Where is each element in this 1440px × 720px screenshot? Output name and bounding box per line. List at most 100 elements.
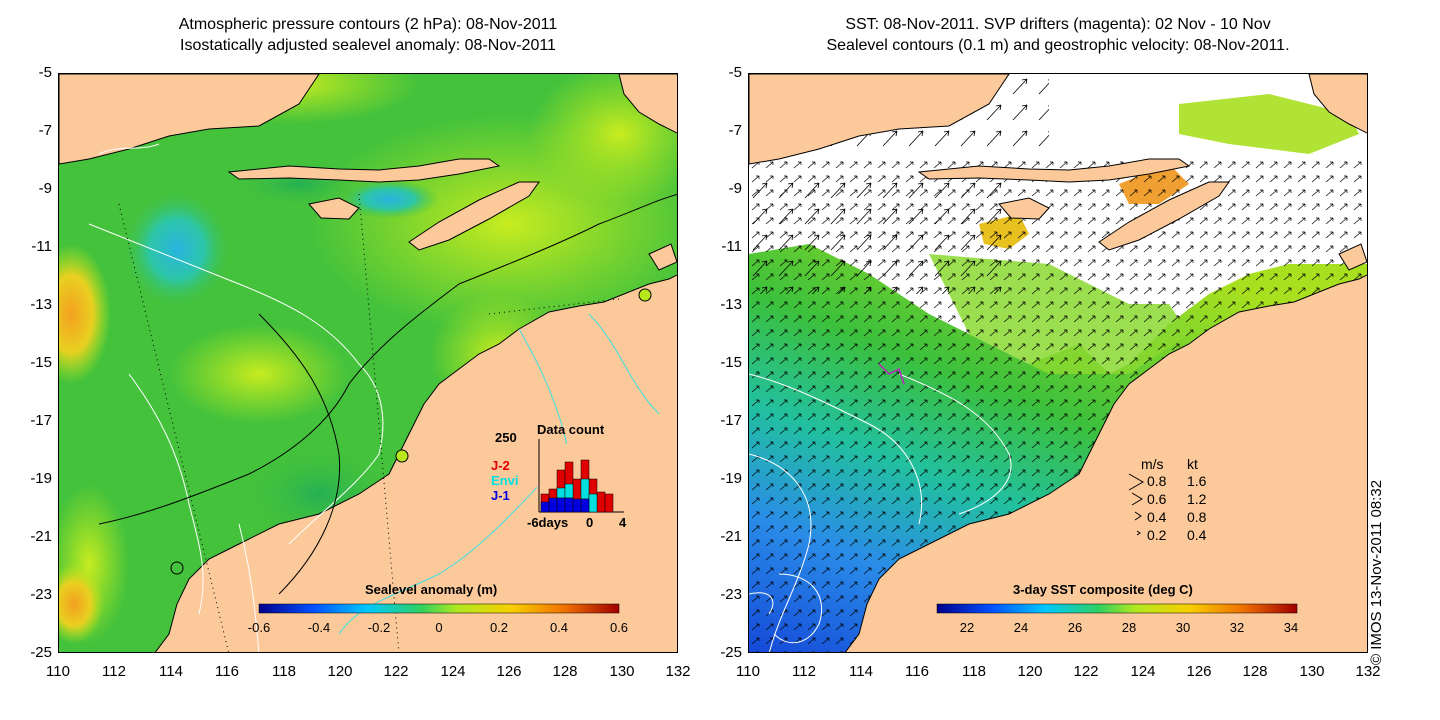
sst-colorbar-tick: 34 xyxy=(1283,620,1299,635)
right-y-tick: -19 xyxy=(720,470,742,487)
left-y-tick: -9 xyxy=(38,180,52,197)
left-x-tick: 128 xyxy=(552,663,578,680)
depth-contour xyxy=(258,313,341,595)
copyright-notice: © IMOS 13-Nov-2011 08:32 xyxy=(1368,479,1385,665)
inset-bar xyxy=(556,487,566,499)
inset-bar xyxy=(556,497,566,513)
sealevel-colorbar-label: Sealevel anomaly (m) xyxy=(365,582,498,597)
lesser-sunda-islands xyxy=(917,158,1191,183)
left-y-tick: -21 xyxy=(30,528,52,545)
anomaly-patch xyxy=(169,324,349,424)
velocity-legend-ms: 0.6 xyxy=(1147,491,1167,507)
right-y-tick: -11 xyxy=(721,238,742,255)
inset-bar xyxy=(564,497,574,513)
right-y-tick: -23 xyxy=(720,586,742,603)
pressure-contour xyxy=(88,223,384,545)
velocity-legend-arrow xyxy=(1134,511,1142,521)
series-envi-label: Envi xyxy=(491,473,519,488)
velocity-legend-kt: 0.8 xyxy=(1187,509,1207,525)
pressure-contour xyxy=(98,143,160,155)
sealevel-colorbar xyxy=(258,603,620,614)
right-y-tick: -15 xyxy=(720,354,742,371)
left-x-tick: 132 xyxy=(665,663,691,680)
velocity-legend-header-ms: m/s xyxy=(1141,456,1164,472)
left-x-tick: 122 xyxy=(383,663,409,680)
right-y-tick: -13 xyxy=(720,296,742,313)
sst-colorbar-tick: 22 xyxy=(959,620,975,635)
data-count-inset xyxy=(537,439,627,513)
pressure-contour xyxy=(238,523,260,652)
inset-x-start: -6days xyxy=(527,515,569,530)
left-y-tick: -25 xyxy=(30,644,52,661)
left-y-tick: -11 xyxy=(31,238,52,255)
left-y-tick: -7 xyxy=(38,122,52,139)
sumba-island xyxy=(998,197,1050,220)
sst-colorbar xyxy=(936,603,1298,614)
svp-drifter-track xyxy=(878,363,905,385)
left-x-tick: 130 xyxy=(609,663,635,680)
sst-map-svg xyxy=(749,74,1367,652)
sealevel-colorbar-tick: -0.6 xyxy=(247,620,271,635)
inset-bar xyxy=(540,501,550,513)
left-x-tick: 114 xyxy=(159,663,183,680)
banda-islands xyxy=(618,74,677,134)
right-x-tick: 118 xyxy=(962,663,986,680)
sealevel-anomaly-map-svg xyxy=(59,74,677,652)
right-title-line1: SST: 08-Nov-2011. SVP drifters (magenta)… xyxy=(845,16,1271,33)
coastal-contour xyxy=(588,313,660,415)
velocity-legend-arrow xyxy=(1131,492,1143,506)
left-y-tick: -5 xyxy=(38,64,52,81)
sealevel-contour xyxy=(898,373,1012,515)
velocity-legend-ms: 0.8 xyxy=(1147,473,1167,489)
left-x-tick: 126 xyxy=(496,663,522,680)
inset-bar xyxy=(564,483,574,499)
java-land xyxy=(749,74,1010,165)
right-y-tick: -21 xyxy=(720,528,742,545)
left-y-tick: -15 xyxy=(30,354,52,371)
inset-bar xyxy=(572,498,582,513)
depth-contour xyxy=(98,283,460,525)
left-x-tick: 112 xyxy=(102,663,126,680)
left-y-tick: -13 xyxy=(30,296,52,313)
sealevel-contour xyxy=(749,592,774,615)
velocity-legend-kt: 0.4 xyxy=(1187,527,1207,543)
sealevel-colorbar-tick: -0.4 xyxy=(307,620,331,635)
depth-contour xyxy=(458,194,677,285)
right-y-tick: -5 xyxy=(728,64,742,81)
right-x-tick: 116 xyxy=(905,663,929,680)
sealevel-anomaly-map: Sealevel anomaly (m) -0.6 -0.4 -0.2 0 0.… xyxy=(58,73,678,653)
sealevel-colorbar-tick: 0.4 xyxy=(549,620,569,635)
anomaly-patch xyxy=(59,244,111,384)
altimeter-track xyxy=(358,193,400,652)
left-y-tick: -23 xyxy=(30,586,52,603)
anomaly-patch xyxy=(59,564,104,644)
sealevel-colorbar-tick: -0.2 xyxy=(367,620,391,635)
inset-bar xyxy=(604,493,614,513)
sst-colorbar-tick: 26 xyxy=(1067,620,1083,635)
left-title-line2: Isostatically adjusted sealevel anomaly:… xyxy=(180,37,556,54)
sealevel-colorbar-tick: 0.2 xyxy=(489,620,509,635)
tide-gauge-marker xyxy=(638,288,652,302)
sst-colorbar-tick: 30 xyxy=(1175,620,1191,635)
anomaly-patch xyxy=(122,189,232,309)
inset-bar xyxy=(580,478,590,500)
right-x-tick: 132 xyxy=(1355,663,1381,680)
sst-colorbar-tick: 32 xyxy=(1229,620,1245,635)
right-title-line2: Sealevel contours (0.1 m) and geostrophi… xyxy=(826,37,1290,54)
tide-gauge-marker xyxy=(170,561,184,575)
left-x-tick: 118 xyxy=(272,663,296,680)
left-title-line1: Atmospheric pressure contours (2 hPa): 0… xyxy=(178,16,558,33)
pressure-contour xyxy=(128,373,204,615)
right-x-tick: 124 xyxy=(1130,663,1156,680)
left-x-tick: 116 xyxy=(215,663,239,680)
geostrophic-velocity-field xyxy=(749,174,1009,294)
left-x-tick: 120 xyxy=(327,663,353,680)
velocity-legend-arrow xyxy=(1136,530,1141,536)
islands-north xyxy=(648,243,677,271)
right-y-tick: -17 xyxy=(720,412,742,429)
inset-bars xyxy=(540,459,614,513)
right-x-tick: 122 xyxy=(1073,663,1099,680)
inset-bar xyxy=(580,498,590,513)
left-x-tick: 124 xyxy=(440,663,466,680)
sealevel-colorbar-tick: 0.6 xyxy=(609,620,629,635)
